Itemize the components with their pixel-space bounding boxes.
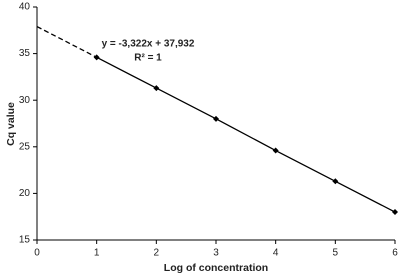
trendline-extension — [36, 25, 97, 58]
trendline — [96, 56, 396, 213]
x-tick-label: 2 — [154, 248, 160, 259]
x-tick-label: 6 — [392, 248, 398, 259]
y-tick-label: 30 — [19, 95, 31, 106]
data-point — [272, 147, 279, 154]
data-point — [392, 209, 398, 216]
y-tick-label: 15 — [19, 235, 31, 246]
r-squared: R² = 1 — [134, 53, 162, 64]
data-point — [213, 115, 219, 122]
y-tick-label: 40 — [19, 2, 31, 13]
data-point — [332, 178, 339, 185]
y-tick-label: 25 — [19, 141, 31, 152]
x-tick-label: 1 — [94, 248, 100, 259]
y-axis-title: Cq value — [5, 102, 17, 146]
x-tick-label: 0 — [34, 248, 40, 259]
x-tick-label: 5 — [333, 248, 339, 259]
data-point — [93, 54, 100, 61]
x-tick-label: 3 — [213, 248, 219, 259]
equation: y = -3,322x + 37,932 — [102, 39, 195, 50]
x-axis-title: Log of concentration — [164, 262, 268, 274]
y-tick-label: 20 — [19, 188, 31, 199]
data-point — [153, 85, 160, 92]
x-tick-label: 4 — [273, 248, 279, 259]
y-tick-label: 35 — [19, 48, 31, 59]
